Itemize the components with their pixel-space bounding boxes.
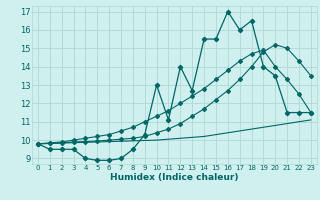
X-axis label: Humidex (Indice chaleur): Humidex (Indice chaleur) [110,173,239,182]
